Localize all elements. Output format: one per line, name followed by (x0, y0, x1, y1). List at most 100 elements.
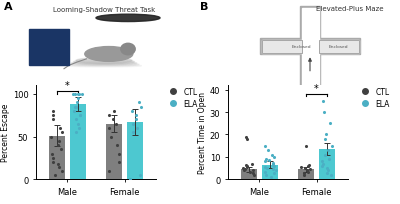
Point (327, 173, 334, 177)
Point (304, 169, 310, 172)
Ellipse shape (96, 15, 160, 22)
Point (268, 153, 275, 157)
Bar (70, 104, 86, 180)
Point (264, 167, 270, 170)
Y-axis label: Percent Time in Open: Percent Time in Open (198, 92, 207, 173)
Bar (262, 40, 358, 54)
Point (320, 162, 326, 165)
Point (243, 163, 249, 167)
Ellipse shape (76, 58, 132, 64)
Point (270, 163, 276, 167)
Text: Looming-Shadow Threat Task: Looming-Shadow Threat Task (53, 7, 155, 12)
Point (56, 165, 62, 168)
Point (250, 169, 256, 172)
Point (110, 110, 117, 113)
Bar (320, 149, 336, 180)
Point (50, 161, 56, 164)
Point (271, 155, 278, 159)
Point (54, 163, 61, 166)
Point (300, 171, 307, 174)
Point (305, 164, 311, 168)
Point (270, 161, 276, 164)
Point (324, 167, 330, 170)
Point (300, 173, 307, 177)
Text: Enclosed: Enclosed (329, 45, 348, 49)
Point (298, 166, 304, 169)
Point (106, 114, 112, 117)
Point (134, 127, 140, 130)
Point (75, 127, 82, 130)
Ellipse shape (66, 65, 142, 68)
Point (271, 164, 277, 168)
Text: B: B (200, 2, 208, 12)
Point (130, 122, 136, 126)
Point (244, 138, 250, 141)
Point (323, 133, 330, 136)
Point (106, 169, 112, 173)
Point (106, 127, 112, 130)
Point (129, 110, 135, 113)
Point (305, 170, 312, 173)
Point (76, 93, 82, 96)
Bar (262, 165, 278, 180)
Ellipse shape (85, 47, 133, 62)
Point (71, 110, 77, 113)
Point (52, 174, 58, 177)
Point (324, 149, 331, 152)
Point (110, 118, 116, 121)
Text: *: * (314, 84, 319, 93)
Point (130, 131, 136, 134)
Bar (260, 39, 360, 55)
Point (135, 101, 142, 104)
Point (250, 171, 256, 174)
Point (48, 135, 54, 139)
Point (48, 152, 55, 156)
Point (324, 169, 331, 172)
Point (73, 118, 79, 121)
Point (246, 170, 253, 173)
Point (71, 105, 78, 109)
Point (273, 169, 279, 172)
Point (302, 167, 308, 170)
Point (263, 158, 269, 161)
Point (244, 164, 250, 168)
Point (113, 122, 119, 126)
Point (108, 135, 115, 139)
Point (137, 174, 143, 177)
Point (74, 122, 81, 126)
Legend: CTL, ELA: CTL, ELA (358, 88, 390, 109)
Text: Enclosed: Enclosed (292, 45, 311, 49)
Point (58, 169, 65, 173)
Point (138, 105, 144, 109)
Point (74, 101, 80, 104)
Point (243, 166, 250, 169)
Point (319, 160, 325, 163)
Point (116, 161, 122, 164)
Text: A: A (4, 2, 13, 12)
Point (76, 114, 83, 117)
Bar (128, 122, 144, 180)
Point (306, 163, 312, 167)
Point (319, 164, 325, 168)
Legend: CTL, ELA: CTL, ELA (166, 88, 198, 109)
Point (250, 173, 257, 177)
Point (56, 140, 62, 143)
Point (57, 127, 64, 130)
Point (72, 93, 78, 96)
Point (74, 97, 81, 100)
Point (132, 118, 139, 121)
Point (50, 118, 56, 121)
Point (262, 144, 268, 148)
Bar (298, 170, 314, 180)
Text: *: * (65, 81, 70, 91)
Point (133, 114, 139, 117)
Bar (240, 170, 256, 180)
Point (127, 178, 133, 181)
Point (303, 144, 310, 148)
Point (76, 114, 83, 117)
Point (327, 122, 334, 125)
Point (263, 173, 269, 177)
Point (270, 168, 276, 171)
Point (321, 111, 328, 114)
Point (270, 162, 276, 165)
